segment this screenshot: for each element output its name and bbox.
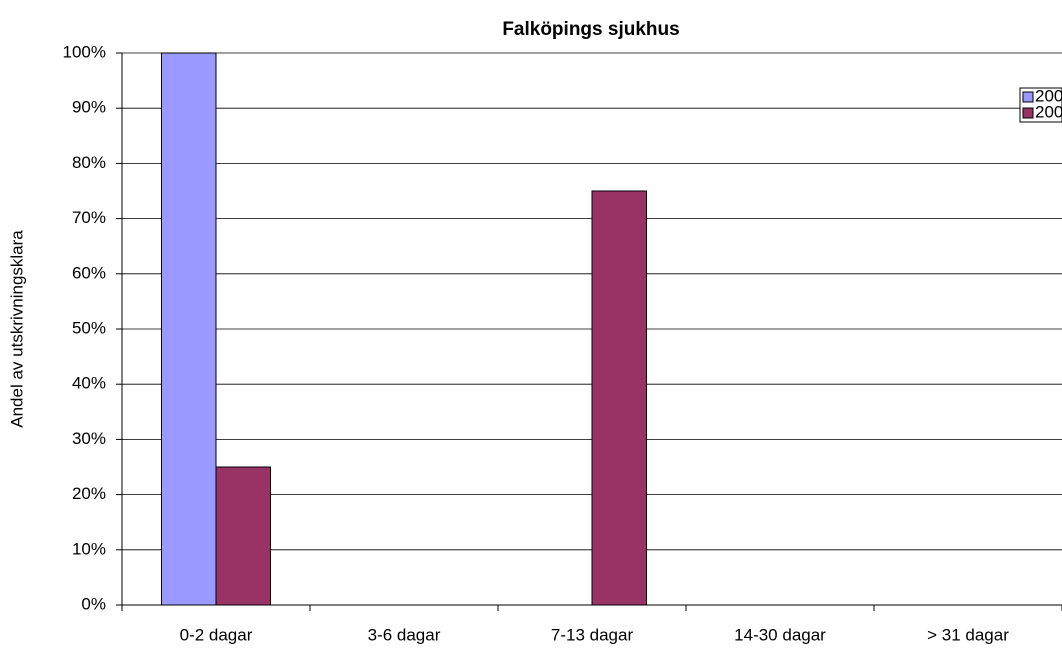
bar xyxy=(591,190,648,606)
chart-title: Falköpings sjukhus xyxy=(502,19,679,40)
y-tick-label: 100% xyxy=(63,42,106,61)
legend-swatch xyxy=(1022,107,1034,119)
y-tick-label: 40% xyxy=(72,374,106,393)
x-tick-label: 14-30 dagar xyxy=(734,625,826,644)
legend-label: 2004 xyxy=(1035,86,1062,105)
bar xyxy=(215,466,272,606)
x-tick-label: 3-6 dagar xyxy=(368,625,441,644)
legend-label: 2007 xyxy=(1035,102,1062,121)
y-tick-label: 0% xyxy=(81,594,106,613)
y-tick-label: 10% xyxy=(72,539,106,558)
y-tick-label: 20% xyxy=(72,484,106,503)
y-axis-label: Andel av utskrivningsklara xyxy=(7,230,26,428)
y-tick-label: 30% xyxy=(72,429,106,448)
legend-swatch xyxy=(1022,91,1034,103)
y-tick-label: 70% xyxy=(72,208,106,227)
bar xyxy=(160,52,217,606)
x-tick-label: 7-13 dagar xyxy=(551,625,634,644)
y-tick-label: 80% xyxy=(72,153,106,172)
y-tick-label: 50% xyxy=(72,318,106,337)
y-tick-label: 60% xyxy=(72,263,106,282)
x-tick-label: 0-2 dagar xyxy=(180,625,253,644)
x-tick-label: > 31 dagar xyxy=(927,625,1009,644)
y-tick-label: 90% xyxy=(72,98,106,117)
